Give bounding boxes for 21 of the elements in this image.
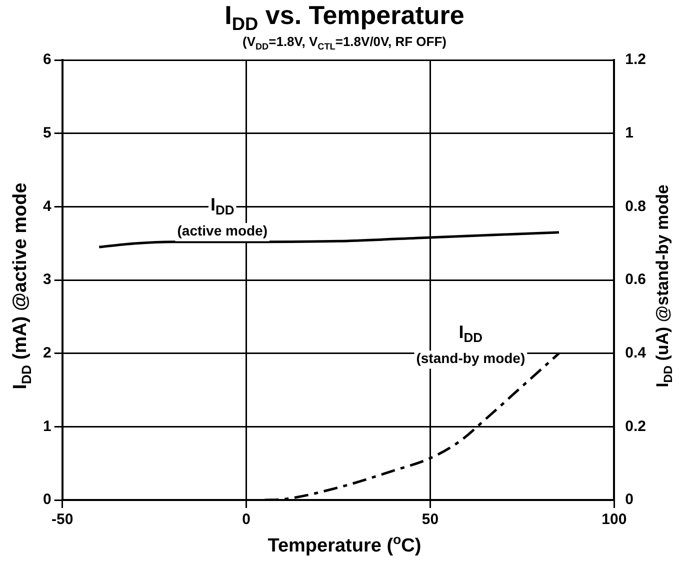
x-tick-label: 50: [422, 511, 439, 528]
chart-title: I$_{DD}$ vs. Temperature: [224, 0, 466, 36]
x-tick-label: 100: [602, 511, 627, 528]
y-tick-label: 5: [43, 124, 52, 142]
y2-tick-label: 1.2: [625, 51, 646, 68]
y2-tick-label: 0.8: [625, 198, 646, 215]
x-axis-title: Temperature ($^{o}$C): [266, 532, 422, 558]
y-tick-label: 1: [43, 418, 52, 435]
y-tick-label: 4: [43, 198, 52, 215]
y-tick-label: 6: [43, 51, 52, 68]
y-tick-label: 2: [43, 344, 52, 362]
x-tick-label: -50: [52, 511, 74, 528]
y2-tick-label: 1: [625, 124, 634, 142]
y2-tick-label: 0: [625, 491, 634, 508]
y-tick-label: 0: [43, 491, 52, 508]
y2-tick-label: 0.4: [625, 344, 647, 362]
x-tick-label: 0: [242, 511, 250, 528]
y2-tick-label: 0.6: [625, 271, 646, 288]
chart-subtitle: (V$_{DD}$=1.8V, V$_{CTL}$=1.8V/0V, RF OFF): [241, 34, 448, 52]
y2-tick-label: 0.2: [625, 418, 646, 435]
y-tick-label: 3: [43, 271, 52, 288]
